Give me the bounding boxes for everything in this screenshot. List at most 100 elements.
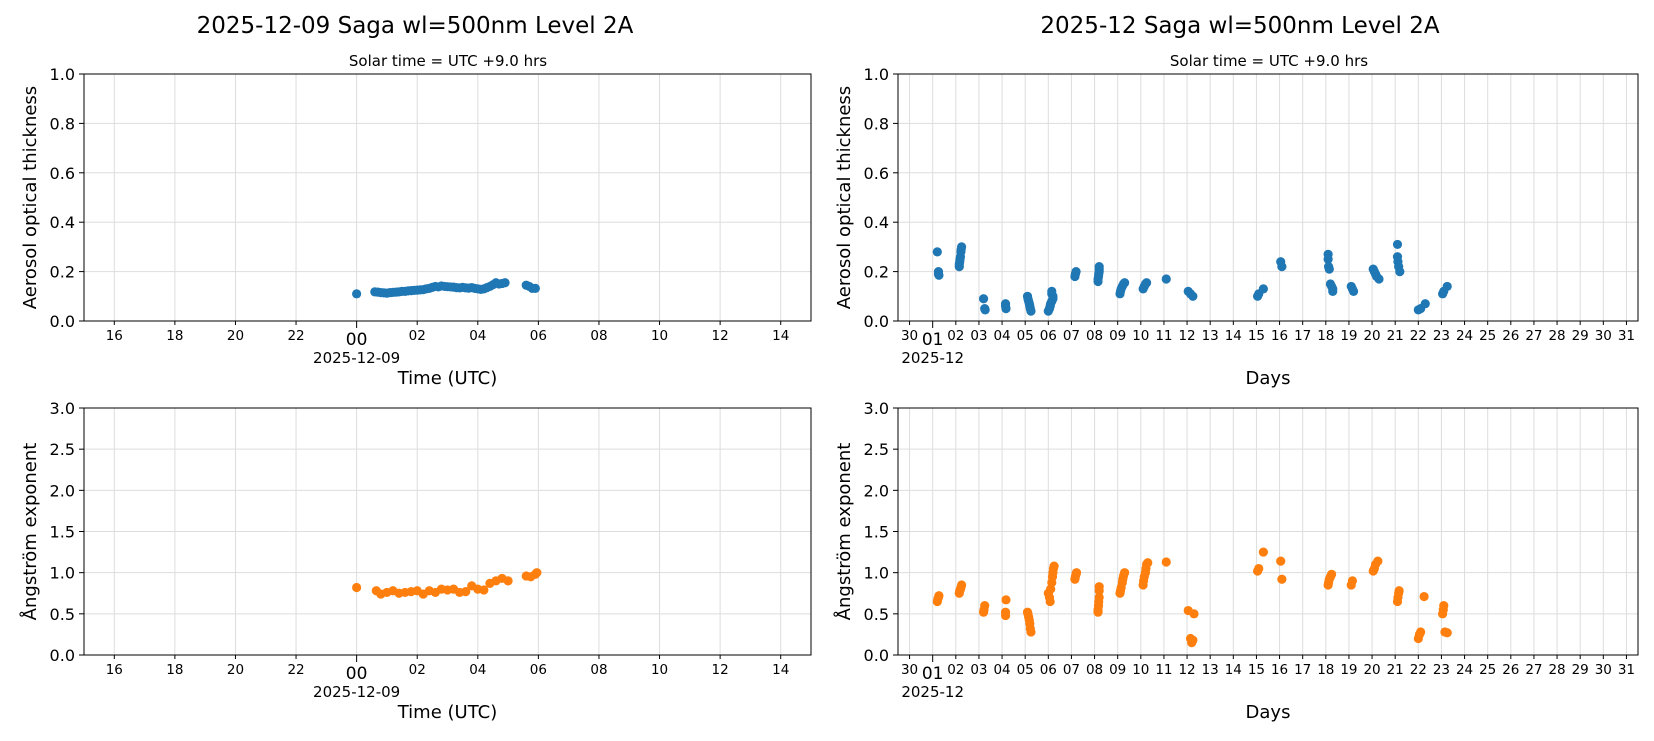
x-tick-label: 13 <box>1202 328 1219 344</box>
x-tick-label: 08 <box>1086 662 1103 678</box>
x-tick-label: 09 <box>1109 662 1126 678</box>
y-tick-label: 1.5 <box>864 523 889 542</box>
x-tick-label: 30 <box>901 328 918 344</box>
y-tick-label: 0.5 <box>864 605 889 624</box>
y-tick-label: 0.0 <box>864 312 889 331</box>
right-title: 2025-12 Saga wl=500nm Level 2A <box>1040 13 1439 39</box>
x-tick-label: 04 <box>469 328 486 344</box>
data-point <box>1071 568 1082 578</box>
axes-frame <box>897 73 1639 322</box>
data-point <box>1324 264 1334 274</box>
x-tick-label: 25 <box>1479 662 1496 678</box>
x-tick-label: 19 <box>1340 662 1357 678</box>
data-point <box>461 587 471 597</box>
data-point <box>503 576 513 586</box>
y-tick-label: 0.6 <box>864 164 889 183</box>
y-tick-label: 2.0 <box>864 481 889 500</box>
x-tick-label: 19 <box>1340 328 1357 344</box>
data-point <box>1394 586 1404 596</box>
data-point <box>352 582 362 593</box>
x-tick-label: 14 <box>1225 662 1242 678</box>
x-tick-label: 22 <box>287 662 304 678</box>
x-tick-label: 11 <box>1155 328 1172 344</box>
x-tick-label: 18 <box>1317 662 1334 678</box>
x-tick-label: 09 <box>1109 328 1126 344</box>
data-point <box>1258 284 1268 294</box>
data-point <box>980 305 990 315</box>
data-point <box>1347 576 1358 586</box>
y-tick-label: 0.2 <box>50 263 75 282</box>
x-tick-label: 28 <box>1548 662 1565 678</box>
data-point <box>1420 299 1430 309</box>
y-tick-label: 1.5 <box>50 523 75 542</box>
x-tick-label: 08 <box>590 328 607 344</box>
x-tick-label: 15 <box>1248 328 1265 344</box>
data-point <box>532 568 542 578</box>
data-point <box>1442 281 1452 292</box>
data-point <box>1094 592 1104 602</box>
y-tick-label: 0.2 <box>864 263 889 282</box>
data-point <box>1276 556 1286 566</box>
x-tick-label: 24 <box>1456 328 1473 344</box>
data-point <box>1326 569 1337 579</box>
y-tick-label: 3.0 <box>864 399 889 418</box>
right-subtitle: Solar time = UTC +9.0 hrs <box>1170 52 1368 70</box>
y-tick-label: 0.4 <box>50 213 75 232</box>
x-tick-label: 29 <box>1572 328 1589 344</box>
data-point <box>1049 561 1059 571</box>
x-tick-label: 20 <box>227 662 244 678</box>
axes-frame <box>83 73 812 322</box>
x-tick-label: 23 <box>1433 662 1450 678</box>
data-point <box>934 270 944 280</box>
y-tick-label: 1.0 <box>864 65 889 84</box>
data-point <box>1026 627 1036 637</box>
x-axis-label: Days <box>1246 702 1291 723</box>
y-axis-label: Aerosol optical thickness <box>20 86 41 309</box>
x-tick-label: 00 <box>346 664 368 684</box>
x-tick-label: 06 <box>530 328 547 344</box>
y-axis-label: Aerosol optical thickness <box>834 86 855 309</box>
x-tick-label: 01 <box>922 664 944 684</box>
x-tick-label: 14 <box>772 662 789 678</box>
x-tick-label: 04 <box>469 662 486 678</box>
data-point <box>1094 262 1104 272</box>
x-axis-label: Days <box>1246 368 1291 389</box>
x-tick-label: 13 <box>1202 662 1219 678</box>
x-tick-label: 18 <box>166 662 183 678</box>
y-tick-label: 2.5 <box>864 440 889 459</box>
y-tick-label: 1.0 <box>50 564 75 583</box>
y-tick-label: 0.8 <box>50 114 75 133</box>
x-axis-label: Time (UTC) <box>397 702 498 723</box>
x-tick-label: 15 <box>1248 662 1265 678</box>
x-axis-label: Time (UTC) <box>397 368 498 389</box>
x-tick-label: 30 <box>1595 662 1612 678</box>
data-point <box>1161 557 1171 567</box>
x-tick-label: 02 <box>409 662 426 678</box>
x-major-label: 2025-12 <box>901 349 964 367</box>
x-tick-label: 08 <box>1086 328 1103 344</box>
data-point <box>1277 574 1287 584</box>
data-point <box>1395 267 1405 277</box>
x-tick-label: 18 <box>166 328 183 344</box>
x-tick-label: 01 <box>922 330 944 350</box>
x-tick-label: 03 <box>970 662 987 678</box>
x-tick-label: 10 <box>651 662 668 678</box>
y-tick-label: 2.0 <box>50 481 75 500</box>
data-point <box>1094 582 1104 592</box>
x-tick-label: 20 <box>1363 328 1380 344</box>
data-point <box>1000 607 1011 617</box>
data-point <box>1439 601 1449 611</box>
data-point <box>1045 596 1055 607</box>
x-tick-label: 21 <box>1387 328 1404 344</box>
x-tick-label: 16 <box>1271 328 1288 344</box>
x-tick-label: 18 <box>1317 328 1334 344</box>
y-tick-label: 0.5 <box>50 605 75 624</box>
x-tick-label: 16 <box>106 328 123 344</box>
x-tick-label: 10 <box>1132 662 1149 678</box>
data-point <box>1161 274 1171 284</box>
data-point <box>352 289 362 299</box>
